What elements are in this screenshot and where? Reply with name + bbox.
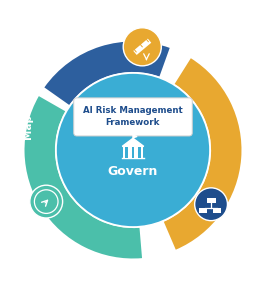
FancyBboxPatch shape xyxy=(138,147,140,158)
FancyBboxPatch shape xyxy=(132,147,134,158)
FancyBboxPatch shape xyxy=(133,39,151,55)
FancyBboxPatch shape xyxy=(123,146,143,158)
Text: Govern: Govern xyxy=(108,165,158,178)
FancyBboxPatch shape xyxy=(206,198,215,203)
Text: AI Risk Management
Framework: AI Risk Management Framework xyxy=(83,106,183,127)
FancyBboxPatch shape xyxy=(126,147,128,158)
Polygon shape xyxy=(133,135,137,138)
Wedge shape xyxy=(44,41,170,105)
Text: Measure: Measure xyxy=(237,111,254,162)
FancyBboxPatch shape xyxy=(213,208,221,213)
Wedge shape xyxy=(164,58,242,250)
Polygon shape xyxy=(122,138,144,146)
FancyBboxPatch shape xyxy=(199,208,207,213)
Circle shape xyxy=(123,28,161,66)
FancyBboxPatch shape xyxy=(74,98,192,136)
Circle shape xyxy=(56,73,210,227)
Circle shape xyxy=(30,185,63,218)
Text: Map: Map xyxy=(23,114,33,139)
Text: Manage: Manage xyxy=(110,260,156,270)
Wedge shape xyxy=(24,96,142,259)
Circle shape xyxy=(195,188,227,221)
